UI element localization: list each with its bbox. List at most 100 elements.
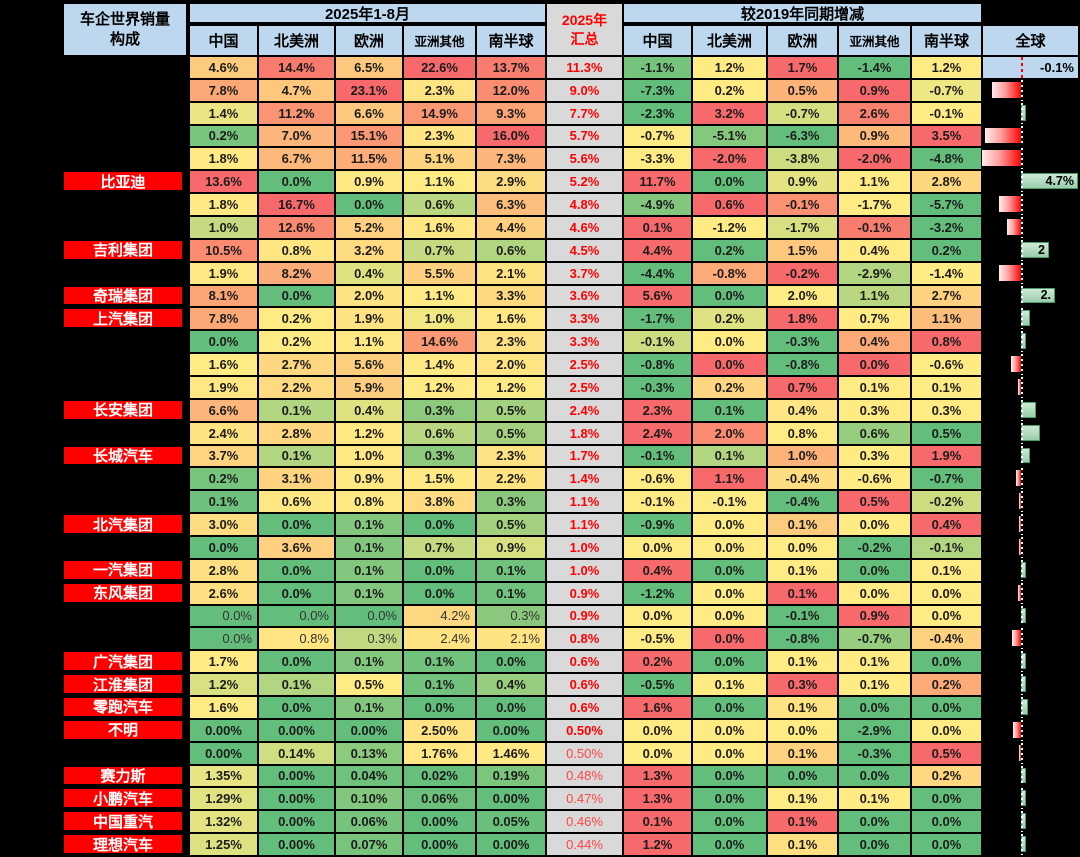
change-cell[interactable]: -1.2% <box>693 217 768 240</box>
share-cell[interactable]: 0.0% <box>477 697 547 720</box>
change-cell[interactable]: -0.7% <box>912 79 983 103</box>
company-label-cell[interactable] <box>0 605 190 629</box>
company-label-cell[interactable] <box>0 125 190 149</box>
change-region-header-4[interactable]: 南半球 <box>912 24 983 57</box>
total-cell[interactable]: 2.5% <box>547 377 624 400</box>
change-cell[interactable]: -0.4% <box>768 491 839 515</box>
company-label-cell[interactable]: 吉利集团 <box>0 239 190 263</box>
change-cell[interactable]: -0.5% <box>624 674 693 697</box>
change-cell[interactable]: 1.3% <box>624 765 693 789</box>
change-cell[interactable]: 0.1% <box>839 377 912 400</box>
share-region-header-3[interactable]: 亚洲其他 <box>404 24 477 57</box>
change-cell[interactable]: 0.0% <box>624 719 693 743</box>
company-label[interactable]: 东风集团 <box>64 583 182 602</box>
share-cell[interactable]: 0.00% <box>259 719 336 743</box>
global-bar-cell[interactable] <box>983 742 1080 766</box>
total-cell[interactable]: 0.46% <box>547 811 624 835</box>
total-cell[interactable]: 4.8% <box>547 194 624 217</box>
change-cell[interactable]: 0.0% <box>693 628 768 652</box>
change-cell[interactable]: -4.8% <box>912 148 983 172</box>
share-cell[interactable]: 0.7% <box>404 239 477 263</box>
share-cell[interactable]: 0.00% <box>190 742 259 766</box>
change-cell[interactable]: -0.6% <box>624 468 693 492</box>
share-cell[interactable]: 0.2% <box>259 308 336 332</box>
change-cell[interactable]: 0.5% <box>768 79 839 103</box>
share-cell[interactable]: 2.1% <box>477 628 547 652</box>
change-region-header-3[interactable]: 亚洲其他 <box>839 24 912 57</box>
change-cell[interactable]: 0.0% <box>839 559 912 583</box>
global-bar-cell[interactable] <box>983 125 1080 149</box>
share-cell[interactable]: 7.0% <box>259 125 336 149</box>
share-cell[interactable]: 1.2% <box>477 377 547 400</box>
share-cell[interactable]: 1.0% <box>336 445 404 469</box>
global-bar-cell[interactable] <box>983 765 1080 789</box>
share-cell[interactable]: 22.6% <box>404 57 477 80</box>
global-bar-cell[interactable] <box>983 79 1080 103</box>
share-cell[interactable]: 0.1% <box>336 582 404 606</box>
change-cell[interactable]: 0.4% <box>839 331 912 355</box>
share-cell[interactable]: 0.8% <box>259 628 336 652</box>
share-cell[interactable]: 5.9% <box>336 377 404 400</box>
change-cell[interactable]: 0.5% <box>839 491 912 515</box>
total-column-header[interactable]: 2025年 汇总 <box>547 2 624 57</box>
share-cell[interactable]: 0.1% <box>477 559 547 583</box>
share-cell[interactable]: 2.4% <box>404 628 477 652</box>
global-bar-cell[interactable]: 4.7% <box>983 171 1080 195</box>
total-cell[interactable]: 1.8% <box>547 422 624 446</box>
company-label-cell[interactable] <box>0 217 190 240</box>
global-bar-cell[interactable] <box>983 445 1080 469</box>
share-cell[interactable]: 0.3% <box>336 628 404 652</box>
share-cell[interactable]: 5.5% <box>404 262 477 286</box>
global-bar-cell[interactable] <box>983 719 1080 743</box>
change-cell[interactable]: -2.9% <box>839 719 912 743</box>
change-cell[interactable]: -3.8% <box>768 148 839 172</box>
company-label-cell[interactable] <box>0 537 190 560</box>
share-cell[interactable]: 0.0% <box>259 171 336 195</box>
share-cell[interactable]: 3.1% <box>259 468 336 492</box>
share-cell[interactable]: 6.3% <box>477 194 547 217</box>
share-cell[interactable]: 0.07% <box>336 834 404 857</box>
company-label-cell[interactable] <box>0 79 190 103</box>
change-cell[interactable]: 1.1% <box>839 285 912 309</box>
change-cell[interactable]: 0.0% <box>839 354 912 377</box>
share-cell[interactable]: 1.4% <box>404 354 477 377</box>
share-cell[interactable]: 1.1% <box>404 171 477 195</box>
share-region-header-4[interactable]: 南半球 <box>477 24 547 57</box>
change-cell[interactable]: 0.0% <box>768 719 839 743</box>
share-cell[interactable]: 0.0% <box>259 285 336 309</box>
company-label[interactable]: 长城汽车 <box>64 446 182 465</box>
change-cell[interactable]: 2.6% <box>839 102 912 126</box>
change-cell[interactable]: 2.0% <box>693 422 768 446</box>
company-label[interactable]: 奇瑞集团 <box>64 286 182 305</box>
company-label-cell[interactable]: 比亚迪 <box>0 171 190 195</box>
right-group-header[interactable]: 较2019年同期增减 <box>624 2 983 24</box>
change-cell[interactable]: 5.6% <box>624 285 693 309</box>
share-cell[interactable]: 0.3% <box>477 491 547 515</box>
global-bar-cell[interactable] <box>983 537 1080 560</box>
company-label-cell[interactable]: 中国重汽 <box>0 811 190 835</box>
change-cell[interactable]: -0.1% <box>839 217 912 240</box>
share-cell[interactable]: 13.6% <box>190 171 259 195</box>
company-label[interactable]: 比亚迪 <box>64 172 182 191</box>
change-cell[interactable]: 0.1% <box>912 377 983 400</box>
change-cell[interactable]: 0.1% <box>768 514 839 537</box>
change-cell[interactable]: -0.9% <box>624 514 693 537</box>
total-cell[interactable]: 0.50% <box>547 742 624 766</box>
change-cell[interactable]: -0.2% <box>912 491 983 515</box>
change-cell[interactable]: 0.1% <box>912 559 983 583</box>
change-cell[interactable]: 0.1% <box>768 742 839 766</box>
share-cell[interactable]: 16.7% <box>259 194 336 217</box>
share-cell[interactable]: 0.0% <box>336 605 404 629</box>
share-cell[interactable]: 0.0% <box>259 514 336 537</box>
change-cell[interactable]: 0.4% <box>768 399 839 423</box>
share-cell[interactable]: 0.3% <box>477 605 547 629</box>
share-cell[interactable]: 0.5% <box>477 399 547 423</box>
share-cell[interactable]: 2.7% <box>259 354 336 377</box>
share-cell[interactable]: 6.6% <box>190 399 259 423</box>
company-label-cell[interactable]: 长城汽车 <box>0 445 190 469</box>
change-cell[interactable]: -0.7% <box>624 125 693 149</box>
share-cell[interactable]: 0.1% <box>404 651 477 675</box>
change-cell[interactable]: 0.4% <box>839 239 912 263</box>
share-cell[interactable]: 1.1% <box>404 285 477 309</box>
global-bar-cell[interactable] <box>983 811 1080 835</box>
